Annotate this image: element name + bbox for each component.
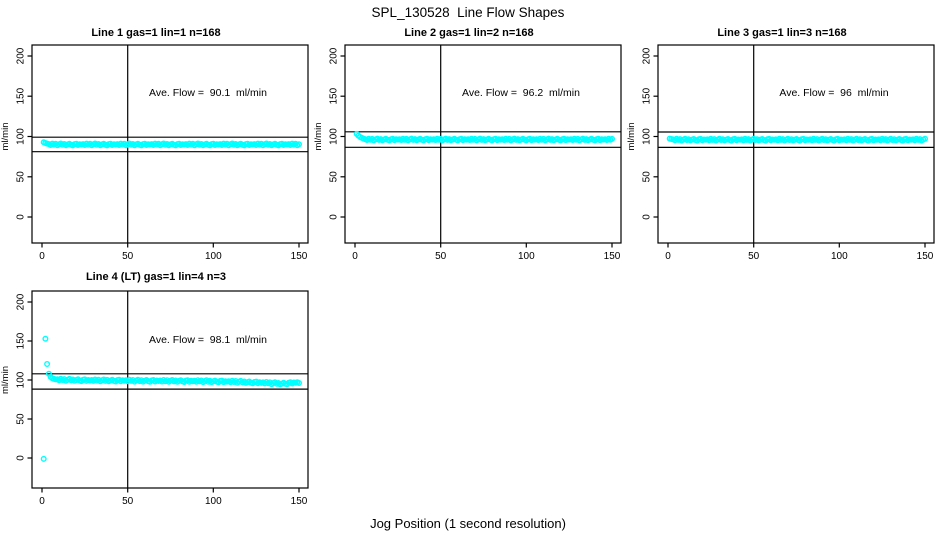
y-tick-label: 200 xyxy=(16,47,27,64)
x-tick-label: 0 xyxy=(39,496,45,507)
y-tick-label: 100 xyxy=(16,128,27,145)
y-tick-label: 200 xyxy=(16,293,27,310)
subplot4-title: Line 4 (LT) gas=1 lin=4 n=3 xyxy=(85,271,227,283)
y-tick-label: 0 xyxy=(16,455,27,461)
y-tick-label: 150 xyxy=(642,87,653,104)
x-tick-label: 50 xyxy=(122,496,134,507)
x-tick-label: 50 xyxy=(748,251,760,262)
y-tick-label: 150 xyxy=(329,87,340,104)
data-point xyxy=(296,379,303,386)
subplot4-plot-area: 0 50 100 150 0 50 100 150 200 ml/min xyxy=(0,290,309,507)
y-tick-label: 150 xyxy=(16,332,27,349)
data-point xyxy=(42,335,49,342)
y-tick-label: 100 xyxy=(329,128,340,145)
plot-frame xyxy=(657,44,935,244)
x-tick-label: 100 xyxy=(205,496,222,507)
x-tick-label: 150 xyxy=(291,251,308,262)
y-tick-label: 100 xyxy=(16,371,27,388)
subplot4-average-flow-annotation: Ave. Flow = 98.1 ml/min xyxy=(149,334,267,346)
y-tick-label: 50 xyxy=(16,171,27,183)
x-tick-label: 100 xyxy=(831,251,848,262)
plot-frame xyxy=(344,44,622,244)
x-tick-label: 0 xyxy=(665,251,671,262)
x-tick-label: 0 xyxy=(39,251,45,262)
y-axis-label: ml/min xyxy=(313,123,324,151)
plot-frame xyxy=(31,44,309,244)
x-tick-label: 50 xyxy=(122,251,134,262)
subplot1-title: Line 1 gas=1 lin=1 n=168 xyxy=(91,27,221,39)
y-tick-label: 100 xyxy=(642,128,653,145)
y-tick-label: 0 xyxy=(329,214,340,220)
subplot2-average-flow-annotation: Ave. Flow = 96.2 ml/min xyxy=(462,87,580,99)
plot-frame xyxy=(31,290,309,489)
y-axis-label: ml/min xyxy=(0,366,11,394)
page-title: SPL_130528 Line Flow Shapes xyxy=(371,5,565,20)
y-tick-label: 0 xyxy=(642,214,653,220)
subplot2-plot-area: 0 50 100 150 0 50 100 150 200 ml/min xyxy=(313,44,622,262)
data-point xyxy=(44,360,51,367)
x-tick-label: 150 xyxy=(291,496,308,507)
subplot1-plot-area: 0 50 100 150 0 50 100 150 200 ml/min xyxy=(0,44,309,262)
subplot3-plot-area: 0 50 100 150 0 50 100 150 200 ml/min xyxy=(626,44,935,262)
y-tick-label: 200 xyxy=(642,47,653,64)
subplot3-title: Line 3 gas=1 lin=3 n=168 xyxy=(717,27,847,39)
data-point xyxy=(296,141,303,148)
subplot3-average-flow-annotation: Ave. Flow = 96 ml/min xyxy=(779,87,889,99)
x-axis-title: Jog Position (1 second resolution) xyxy=(370,516,566,531)
y-tick-label: 200 xyxy=(329,47,340,64)
y-tick-label: 0 xyxy=(16,214,27,220)
subplot2-title: Line 2 gas=1 lin=2 n=168 xyxy=(404,27,534,39)
subplot1-average-flow-annotation: Ave. Flow = 90.1 ml/min xyxy=(149,87,267,99)
y-tick-label: 150 xyxy=(16,87,27,104)
y-tick-label: 50 xyxy=(642,171,653,183)
x-tick-label: 100 xyxy=(205,251,222,262)
x-tick-label: 150 xyxy=(604,251,621,262)
y-axis-label: ml/min xyxy=(626,123,637,151)
y-axis-label: ml/min xyxy=(0,123,11,151)
data-point xyxy=(40,455,47,462)
x-tick-label: 50 xyxy=(435,251,447,262)
y-tick-label: 50 xyxy=(16,413,27,425)
x-tick-label: 150 xyxy=(917,251,934,262)
data-point xyxy=(609,135,616,142)
y-tick-label: 50 xyxy=(329,171,340,183)
x-tick-label: 0 xyxy=(352,251,358,262)
x-tick-label: 100 xyxy=(518,251,535,262)
data-point xyxy=(922,135,929,142)
